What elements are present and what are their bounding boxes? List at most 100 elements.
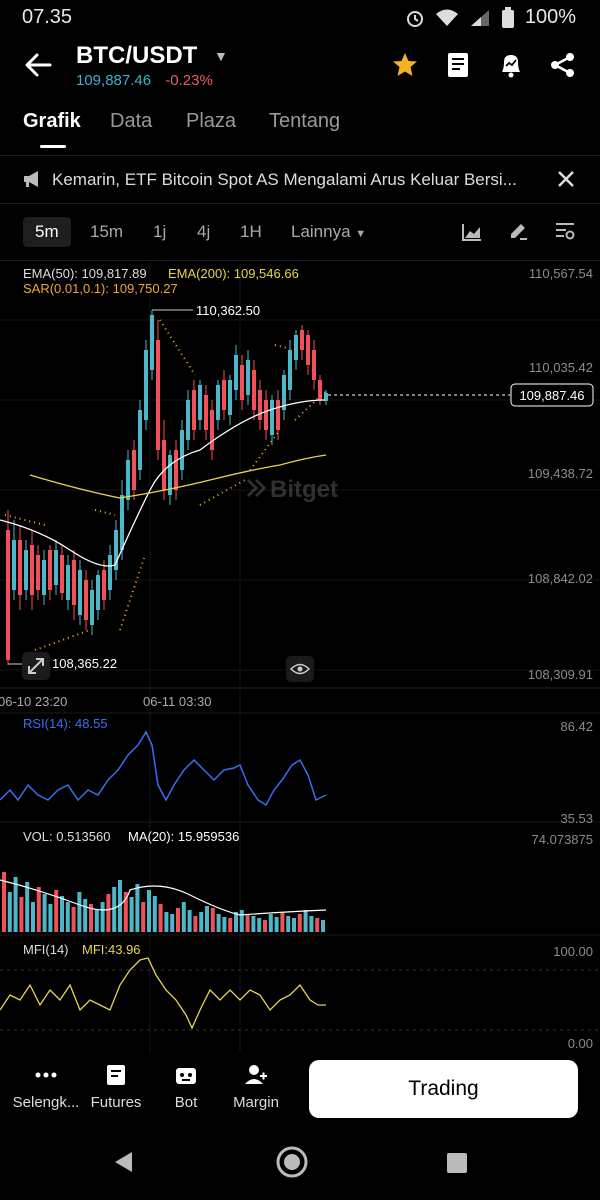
pair-selector[interactable]: BTC/USDT [76,42,198,69]
volume-bar [228,918,233,932]
nav-margin-label: Margin [233,1094,279,1111]
mfi-line [0,957,326,1030]
expand-icon[interactable] [22,652,50,680]
caret-down-icon[interactable]: ▼ [214,48,228,64]
chart-type-icon[interactable] [461,222,483,242]
price-line: 109,887.46 -0.23% [76,72,213,89]
eye-icon[interactable] [286,656,314,682]
notes-icon[interactable] [443,50,473,80]
interval-15m[interactable]: 15m [90,222,124,241]
system-recents-icon[interactable] [446,1152,468,1174]
volume-bar [176,908,180,932]
nav-margin[interactable]: Margin [220,1062,292,1111]
interval-more-label: Lainnya [291,222,351,241]
watermark-text: Bitget [270,476,338,503]
tab-tentang[interactable]: Tentang [269,110,341,132]
rsi-legend: RSI(14): 48.55 [23,716,108,731]
volume-bar [141,902,146,932]
margin-icon [245,1065,267,1084]
volume-bar [303,910,308,932]
y-label: 110,567.54 [529,266,593,281]
futures-icon [107,1065,125,1085]
volume-bar [199,912,204,932]
volume-bar [280,912,285,932]
high-label: 110,362.50 [196,303,260,318]
close-icon[interactable] [557,170,575,188]
interval-more[interactable]: Lainnya ▼ [291,222,367,241]
mfi-legend: MFI(14) [23,942,69,957]
tab-data[interactable]: Data [110,110,153,132]
battery-icon [501,6,514,28]
volume-bar [42,894,47,932]
volume-bar [13,877,18,932]
volume-bar [100,902,105,932]
share-icon[interactable] [548,50,578,80]
interval-4j[interactable]: 4j [197,222,211,241]
volume-bar [83,899,88,932]
tab-grafik[interactable]: Grafik [23,110,81,132]
mfi-top-label: 100.00 [553,944,593,959]
volume-bar [181,902,186,932]
drawing-tool-icon[interactable] [507,220,529,242]
star-icon[interactable] [390,50,420,80]
nav-bot[interactable]: Bot [150,1062,222,1111]
interval-1h[interactable]: 1H [240,222,262,241]
vol-top-label: 74.073875 [532,832,593,847]
wifi-icon [435,9,458,26]
volume-bar [147,890,151,932]
y-label: 110,035.42 [529,360,593,375]
volume-bar [54,890,59,932]
nav-futures[interactable]: Futures [80,1062,152,1111]
volume-bar [315,918,320,932]
news-ticker[interactable]: Kemarin, ETF Bitcoin Spot AS Mengalami A… [52,170,517,189]
volume-bar [222,917,227,932]
volume-bar [60,896,64,932]
volume-bars [2,872,325,932]
nav-more[interactable]: Selengk... [10,1062,82,1111]
volume-bar [274,917,279,932]
back-arrow-icon[interactable] [22,50,54,80]
battery-level: 100% [524,6,576,28]
candlesticks [6,310,328,665]
volume-bar [2,872,6,932]
trading-button[interactable]: Trading [309,1060,578,1118]
system-back-icon[interactable] [112,1150,136,1174]
tab-plaza[interactable]: Plaza [186,110,237,132]
nav-more-label: Selengk... [12,1094,80,1111]
sar-legend: SAR(0.01,0.1): 109,750.27 [23,281,178,296]
ema200-legend: EMA(200): 109,546.66 [168,266,299,281]
volume-bar [170,914,175,932]
volume-bar [245,914,250,932]
indicator-settings-icon[interactable] [554,220,576,242]
volume-bar [19,897,24,932]
rsi-top-label: 86.42 [560,719,593,734]
volume-bar [48,904,53,932]
interval-1j[interactable]: 1j [153,222,167,241]
rsi-bottom-label: 35.53 [560,811,593,826]
volume-bar [205,906,209,932]
active-tab-indicator [40,145,66,148]
divider [0,155,600,156]
y-label: 109,438.72 [528,466,593,481]
mfi-value: MFI:43.96 [82,942,141,957]
volume-bar [65,902,70,932]
volume-bar [106,894,111,932]
volume-bar [129,897,134,932]
price-chart[interactable]: EMA(50): 109,817.89 EMA(200): 109,546.66… [0,262,600,1052]
volume-bar [94,910,99,932]
ema50-legend: EMA(50): 109,817.89 [23,266,147,281]
interval-5m[interactable]: 5m [23,217,71,247]
divider [0,203,600,204]
low-label: 108,365.22 [52,656,117,671]
volume-bar [257,918,262,932]
price-alert-icon[interactable] [496,50,526,80]
volume-bar [71,907,76,932]
status-bar: 07.35 100% [0,0,600,36]
system-home-icon[interactable] [275,1145,309,1179]
volume-bar [123,892,128,932]
volume-bar [89,904,93,932]
volume-bar [321,920,325,932]
volume-bar [263,920,267,932]
current-price-label: 109,887.46 [519,388,584,403]
bitget-watermark: Bitget [246,476,338,503]
